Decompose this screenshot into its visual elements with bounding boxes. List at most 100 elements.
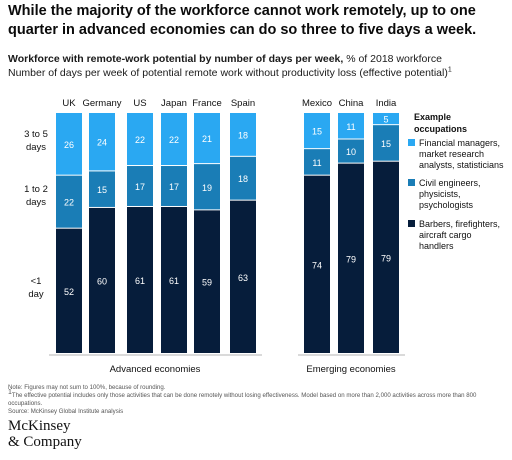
category-label-mexico: Mexico: [302, 98, 332, 109]
legend-entry-3-line-3: handlers: [419, 241, 454, 251]
data-label-mexico-1-to-2-days: 11: [312, 158, 321, 168]
series-label-3-to-5-days-line-1: 3 to 5: [24, 129, 48, 140]
note-footnote-marker: 1: [8, 388, 12, 396]
bar-india-1-to-2-days: [373, 125, 399, 161]
bar-japan-1-day: [161, 206, 187, 353]
data-label-germany-3-to-5-days: 24: [97, 138, 107, 148]
legend-title-line-2: occupations: [414, 124, 467, 134]
subtitle-line-1: Workforce with remote-work potential by …: [8, 52, 508, 66]
data-label-japan-3-to-5-days: 22: [169, 135, 179, 145]
bar-china-1-day: [338, 163, 364, 353]
bar-japan-3-to-5-days: [161, 113, 187, 166]
series-label-1-day-line-1: <1: [31, 276, 42, 287]
category-label-japan: Japan: [161, 98, 187, 109]
bar-uk-1-day: [56, 228, 82, 353]
bar-germany-1-to-2-days: [89, 171, 115, 207]
bar-us-3-to-5-days: [127, 113, 153, 166]
logo-line-1: McKinsey: [8, 418, 71, 434]
data-label-china-3-to-5-days: 11: [346, 122, 355, 132]
group-label-advanced-economies: Advanced economies: [110, 364, 201, 375]
data-label-france-1-day: 59: [202, 278, 212, 288]
group-label-emerging-economies: Emerging economies: [306, 364, 395, 375]
data-label-uk-1-day: 52: [64, 287, 74, 297]
legend-entry-3-line-2: aircraft cargo: [419, 230, 472, 240]
bar-france-3-to-5-days: [194, 113, 220, 164]
logo-line-2: & Company: [8, 434, 82, 450]
bar-us-1-to-2-days: [127, 166, 153, 206]
series-label-3-to-5-days-line-2: days: [26, 142, 46, 153]
data-label-spain-1-day: 63: [238, 273, 248, 283]
category-label-india: India: [376, 98, 397, 109]
category-label-spain: Spain: [231, 98, 255, 109]
subtitle-line-2-text: Number of days per week of potential rem…: [8, 67, 448, 79]
legend-swatch-1: [408, 139, 415, 146]
bar-spain-1-to-2-days: [230, 156, 256, 200]
bar-germany-3-to-5-days: [89, 113, 115, 171]
data-label-uk-1-to-2-days: 22: [64, 198, 74, 208]
bar-spain-1-day: [230, 200, 256, 353]
bar-france-1-to-2-days: [194, 164, 220, 210]
legend-entry-2-line-2: physicists,: [419, 189, 461, 199]
bar-japan-1-to-2-days: [161, 166, 187, 206]
data-label-us-1-day: 61: [135, 276, 145, 286]
bar-uk-3-to-5-days: [56, 113, 82, 175]
legend-swatch-2: [408, 179, 415, 186]
bar-uk-1-to-2-days: [56, 175, 82, 228]
legend-entry-1-line-1: Financial managers,: [419, 138, 500, 148]
data-label-france-1-to-2-days: 19: [202, 183, 212, 193]
data-label-india-1-to-2-days: 15: [381, 139, 391, 149]
data-label-spain-3-to-5-days: 18: [238, 130, 248, 140]
series-label-1-day-line-2: day: [28, 289, 44, 300]
bar-germany-1-day: [89, 207, 115, 353]
bar-china-3-to-5-days: [338, 113, 364, 139]
category-label-germany: Germany: [82, 98, 121, 109]
category-label-france: France: [192, 98, 222, 109]
note-effective-potential-text: The effective potential includes only th…: [8, 392, 477, 407]
bar-mexico-1-to-2-days: [304, 149, 330, 175]
data-label-france-3-to-5-days: 21: [202, 134, 212, 144]
bar-mexico-3-to-5-days: [304, 113, 330, 149]
category-label-us: US: [133, 98, 146, 109]
legend-entry-1-line-3: analysts, statisticians: [419, 160, 504, 170]
data-label-uk-3-to-5-days: 26: [64, 140, 74, 150]
legend-swatch-3: [408, 220, 415, 227]
note-effective-potential: 1The effective potential includes only t…: [8, 388, 506, 408]
series-label-1-to-2-days-line-1: 1 to 2: [24, 184, 48, 195]
bar-france-1-day: [194, 210, 220, 353]
legend-entry-2-line-3: psychologists: [419, 200, 474, 210]
data-label-india-1-day: 79: [381, 253, 391, 263]
data-label-japan-1-to-2-days: 17: [169, 182, 179, 192]
mckinsey-logo: McKinsey & Company: [8, 418, 82, 450]
category-label-uk: UK: [62, 98, 76, 109]
stacked-bar-chart: 52 22 26 UK 60 15 24 Germany 61 17 22 US 61 17 22 Japan…: [24, 98, 504, 375]
series-label-1-to-2-days-line-2: days: [26, 197, 46, 208]
data-label-us-1-to-2-days: 17: [135, 182, 145, 192]
data-label-mexico-3-to-5-days: 15: [312, 127, 322, 137]
bar-us-1-day: [127, 206, 153, 353]
legend-title-line-1: Example: [414, 112, 451, 122]
bar-india-3-to-5-days: [373, 113, 399, 125]
chart-subtitle: Workforce with remote-work potential by …: [8, 52, 508, 80]
data-label-us-3-to-5-days: 22: [135, 135, 145, 145]
note-rounding: Note: Figures may not sum to 100%, becau…: [8, 384, 166, 391]
data-label-germany-1-to-2-days: 15: [97, 185, 107, 195]
subtitle-rest: % of 2018 workforce: [343, 53, 442, 65]
subtitle-line-2: Number of days per week of potential rem…: [8, 66, 508, 80]
legend-entry-2-line-1: Civil engineers,: [419, 178, 481, 188]
bar-china-1-to-2-days: [338, 139, 364, 163]
data-label-spain-1-to-2-days: 18: [238, 174, 248, 184]
legend-entry-3-line-1: Barbers, firefighters,: [419, 219, 500, 229]
category-label-china: China: [339, 98, 365, 109]
data-label-india-3-to-5-days: 5: [383, 115, 388, 125]
note-source: Source: McKinsey Global Institute analys…: [8, 408, 124, 415]
data-label-china-1-to-2-days: 10: [346, 147, 356, 157]
bar-spain-3-to-5-days: [230, 113, 256, 156]
data-label-china-1-day: 79: [346, 254, 356, 264]
subtitle-footnote-marker: 1: [447, 66, 452, 74]
subtitle-bold: Workforce with remote-work potential by …: [8, 53, 344, 65]
data-label-mexico-1-day: 74: [312, 260, 322, 270]
data-label-japan-1-day: 61: [169, 276, 179, 286]
bar-india-1-day: [373, 161, 399, 353]
legend-entry-1-line-2: market research: [419, 149, 484, 159]
bar-mexico-1-day: [304, 175, 330, 353]
